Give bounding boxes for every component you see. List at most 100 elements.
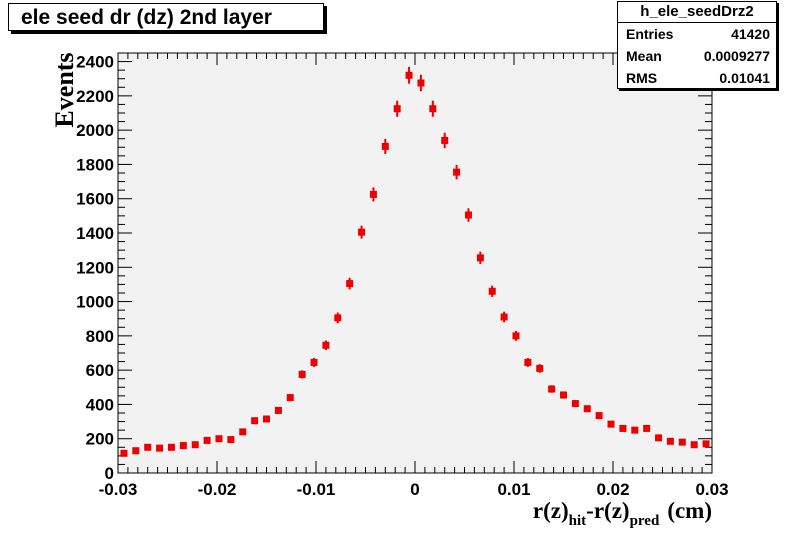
x-tick-label: -0.01	[297, 480, 336, 499]
plot-frame	[117, 52, 713, 474]
point-marker	[393, 105, 401, 113]
x-axis-title-sub-hit: hit	[569, 513, 587, 529]
data-point	[298, 370, 306, 379]
data-point	[156, 444, 164, 452]
data-point	[417, 74, 425, 92]
point-marker	[571, 400, 579, 408]
x-tick-label: 0.01	[497, 480, 530, 499]
point-marker	[215, 435, 223, 443]
point-marker	[607, 420, 615, 428]
data-point	[274, 406, 282, 414]
data-point	[239, 428, 247, 436]
data-point	[690, 441, 698, 449]
point-marker	[655, 434, 663, 442]
data-point	[263, 415, 270, 423]
point-marker	[358, 228, 366, 236]
data-point	[702, 440, 710, 448]
point-marker	[548, 385, 556, 393]
data-point	[595, 412, 603, 420]
data-point	[393, 100, 401, 117]
y-tick-label: 1000	[76, 293, 114, 312]
point-marker	[405, 71, 413, 79]
point-marker	[536, 364, 544, 372]
point-marker	[583, 405, 591, 413]
stats-row-entries: Entries 41420	[618, 23, 776, 45]
point-marker	[310, 358, 318, 366]
point-marker	[595, 412, 603, 420]
point-marker	[619, 424, 627, 432]
data-point	[571, 400, 579, 408]
point-marker	[690, 441, 698, 449]
x-tick-label: 0	[410, 480, 419, 499]
data-points	[120, 66, 710, 457]
point-marker	[524, 358, 532, 366]
data-point	[631, 426, 639, 434]
data-point	[488, 285, 496, 297]
data-point	[560, 391, 567, 399]
x-axis-title-main: r(z)	[533, 498, 569, 523]
y-tick-label: 1600	[76, 190, 114, 209]
axes: 0 200 400 600 800 1000 1200 1400 1600 1800 2000 220…	[76, 52, 729, 499]
data-point	[405, 66, 413, 84]
point-marker	[251, 417, 259, 425]
point-marker	[429, 105, 437, 113]
data-point	[369, 187, 377, 202]
data-point	[191, 441, 199, 449]
point-marker	[666, 437, 674, 445]
data-point	[120, 449, 128, 457]
stats-histogram-name: h_ele_seedDrz2	[618, 2, 776, 23]
data-point	[322, 340, 330, 351]
stats-box: h_ele_seedDrz2 Entries 41420 Mean 0.0009…	[617, 1, 777, 89]
point-marker	[560, 391, 567, 399]
x-axis-title-sub-pred: pred	[630, 513, 660, 529]
stats-row-rms: RMS 0.01041	[618, 67, 776, 89]
data-point	[358, 225, 366, 239]
point-marker	[488, 287, 496, 295]
y-tick-label: 2000	[76, 121, 114, 140]
data-point	[655, 434, 663, 442]
point-marker	[263, 415, 270, 423]
data-point	[310, 357, 318, 367]
point-marker	[334, 314, 342, 322]
y-tick-label: 600	[86, 361, 114, 380]
point-marker	[381, 142, 389, 150]
point-marker	[274, 406, 282, 414]
stats-value-rms: 0.01041	[719, 70, 770, 86]
data-point	[251, 417, 259, 425]
point-marker	[179, 442, 187, 450]
data-point	[678, 438, 686, 446]
data-point	[643, 424, 651, 432]
stats-value-entries: 41420	[731, 26, 770, 42]
x-axis-title-unit: (cm)	[667, 498, 712, 523]
point-marker	[678, 438, 686, 446]
point-marker	[298, 370, 306, 378]
point-marker	[417, 79, 425, 87]
y-tick-label: 2200	[76, 87, 114, 106]
point-marker	[512, 332, 520, 340]
y-tick-label: 200	[86, 430, 114, 449]
data-point	[512, 330, 520, 341]
point-marker	[441, 136, 449, 144]
y-tick-label: 1400	[76, 224, 114, 243]
stats-label-rms: RMS	[626, 70, 658, 86]
data-point	[583, 405, 591, 413]
point-marker	[167, 443, 175, 451]
data-point	[286, 393, 294, 402]
point-marker	[369, 190, 377, 198]
data-point	[215, 435, 223, 443]
point-marker	[631, 426, 639, 434]
y-tick-label: 1200	[76, 258, 114, 277]
point-marker	[203, 436, 211, 444]
data-point	[144, 443, 152, 451]
y-tick-label: 1800	[76, 155, 114, 174]
histogram-title: ele seed dr (dz) 2nd layer	[8, 3, 324, 31]
stats-value-mean: 0.0009277	[703, 48, 770, 64]
stats-label-entries: Entries	[626, 26, 674, 42]
stats-label-mean: Mean	[626, 48, 662, 64]
data-point	[334, 312, 342, 324]
data-point	[179, 442, 187, 450]
y-tick-label: 0	[105, 464, 114, 483]
point-marker	[191, 441, 199, 449]
point-marker	[346, 280, 354, 288]
